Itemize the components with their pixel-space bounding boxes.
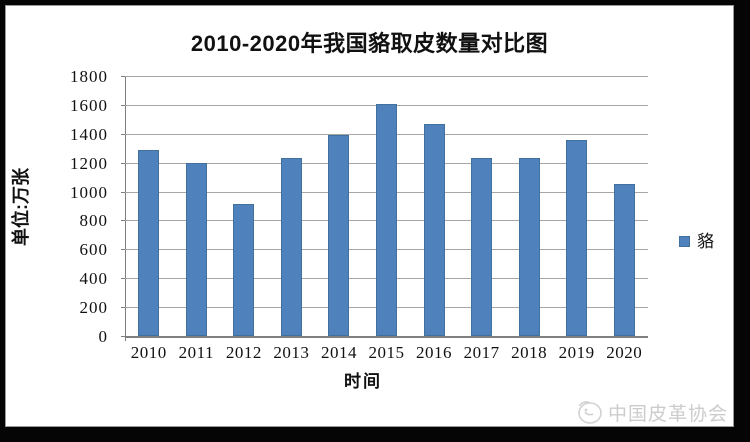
bar-2019: [566, 139, 588, 336]
y-tick-label-1600: 1600: [70, 95, 108, 115]
y-tick-200: [121, 307, 125, 309]
x-tick-label-2020: 2020: [606, 343, 643, 362]
y-tick-label-200: 200: [79, 298, 108, 318]
bar-2018: [518, 157, 540, 336]
x-axis-title: 时间: [344, 372, 382, 391]
y-tick-1400: [121, 133, 125, 135]
y-tick-label-400: 400: [79, 269, 108, 289]
bar-2015: [376, 104, 397, 336]
plot-area: [121, 76, 648, 341]
y-tick-1200: [121, 162, 125, 164]
y-tick-label-1200: 1200: [70, 153, 108, 173]
x-tick-label-2010: 2010: [130, 343, 167, 362]
bar-2012: [233, 203, 255, 336]
y-tick-label-600: 600: [79, 240, 108, 260]
y-tick-800: [121, 220, 125, 222]
y-tick-1800: [121, 76, 125, 77]
x-tick-label-2017: 2017: [463, 343, 500, 362]
y-axis-title-text: 单位:万张: [11, 168, 31, 246]
bar-2011: [185, 163, 207, 336]
y-tick-label-1800: 1800: [70, 67, 108, 86]
y-tick-600: [121, 249, 125, 251]
bar-2020: [613, 184, 635, 336]
y-tick-0: [121, 336, 125, 337]
y-tick-1000: [121, 191, 125, 193]
watermark: 中国皮革协会: [574, 398, 728, 426]
chart-title: 2010-2020年我国貉取皮数量对比图: [190, 31, 549, 56]
bar-2010: [138, 149, 160, 336]
x-tick-label-2015: 2015: [368, 343, 405, 362]
x-tick-label-2014: 2014: [320, 343, 357, 362]
bar-2014: [328, 134, 350, 336]
y-tick-label-1000: 1000: [70, 182, 108, 202]
x-axis-line: [125, 336, 648, 338]
y-tick-label-1400: 1400: [70, 124, 108, 144]
y-tick-label-0: 0: [98, 327, 108, 346]
x-tick-label-2013: 2013: [273, 343, 310, 362]
x-tick-label-2016: 2016: [416, 343, 453, 362]
y-tick-label-800: 800: [79, 211, 108, 231]
legend-label: 貉: [697, 232, 714, 251]
x-tick-label-2019: 2019: [558, 343, 595, 362]
bar-2016: [423, 123, 445, 336]
legend-swatch-icon: [679, 236, 690, 247]
x-tick-label-2011: 2011: [178, 343, 214, 362]
gridline-1800: [125, 76, 648, 77]
watermark-text: 中国皮革协会: [608, 403, 729, 425]
bar-2013: [280, 157, 302, 336]
leather-association-logo-icon: [578, 401, 602, 424]
legend: 貉: [679, 232, 714, 251]
bar-2017: [471, 157, 493, 336]
chart-canvas: 2010-2020年我国貉取皮数量对比图 单位:万张 时间 貉 中国皮革协会: [6, 6, 733, 426]
x-tick-label-2018: 2018: [511, 343, 548, 362]
x-tick-label-2012: 2012: [225, 343, 262, 362]
y-tick-1600: [121, 104, 125, 106]
y-tick-400: [121, 278, 125, 280]
y-axis-line: [125, 77, 126, 341]
